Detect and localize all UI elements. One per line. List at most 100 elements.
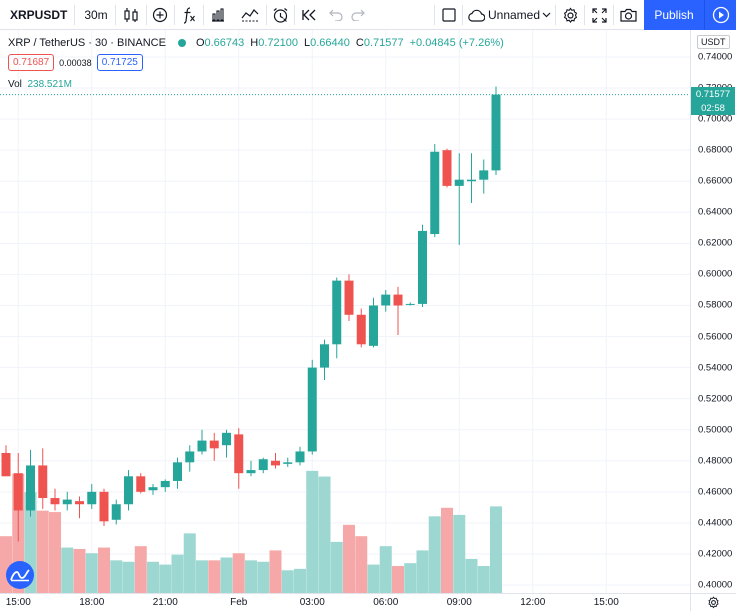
publish-button[interactable]: Publish (644, 0, 704, 30)
volume-legend: Vol 238.521M (8, 79, 72, 90)
candlesticks (1, 86, 501, 542)
financials-icon[interactable] (206, 0, 230, 30)
candle (160, 479, 170, 492)
candle-body (344, 280, 354, 315)
candle-body (491, 94, 501, 171)
templates-icon[interactable] (236, 0, 264, 30)
legend-close-label: C (355, 37, 364, 49)
time-tick-label: 06:00 (373, 597, 399, 608)
price-tick-label: 0.68000 (698, 144, 733, 156)
candle (307, 359, 317, 455)
volume-bar (61, 547, 74, 593)
alert-clock-icon[interactable] (268, 0, 292, 30)
volume-bar (269, 550, 282, 593)
candle-body (271, 460, 280, 466)
candle-body (75, 501, 84, 505)
candle (234, 428, 244, 489)
candle-body (442, 150, 452, 186)
legend-title: XRP / TetherUS · 30 · BINANCE (8, 37, 166, 49)
candle (283, 457, 293, 467)
candle-body (430, 151, 440, 235)
candle-body (234, 434, 244, 474)
fullscreen-toggle-icon[interactable] (438, 0, 460, 30)
candle-body (87, 491, 97, 505)
price-chart[interactable] (0, 30, 690, 593)
volume-bar (416, 550, 429, 593)
candle-body (405, 303, 415, 305)
last-price-label: 0.71577 (691, 87, 735, 101)
toolbar-divider (462, 5, 463, 25)
candle (393, 286, 403, 335)
volume-bar (159, 564, 172, 593)
indicators-fx-icon[interactable] (177, 0, 201, 30)
candle (13, 453, 23, 542)
volume-bar (490, 506, 502, 593)
candle-body (369, 305, 378, 346)
candle-body (222, 432, 231, 446)
candle (356, 308, 366, 348)
sell-button[interactable]: 0.71687 (8, 54, 55, 71)
volume-bar (134, 546, 147, 593)
compare-add-icon[interactable] (148, 0, 172, 30)
volume-bar (110, 560, 123, 593)
candle (136, 473, 146, 494)
replay-icon[interactable] (297, 0, 321, 30)
undo-icon[interactable] (326, 0, 346, 30)
candle (430, 143, 440, 238)
candle (271, 453, 280, 469)
camera-icon[interactable] (616, 0, 640, 30)
volume-bar (122, 561, 135, 593)
buy-sell-panel: 0.71687 0.00038 0.71725 (8, 54, 143, 71)
market-status-icon (177, 39, 186, 47)
volume-bar (85, 553, 98, 593)
currency-label[interactable]: USDT (697, 35, 730, 49)
candle-body (467, 179, 476, 182)
tradingview-logo-icon[interactable] (6, 561, 34, 589)
legend-low-value: 0.66440 (310, 37, 350, 49)
chevron-down-icon[interactable] (539, 0, 553, 30)
interval-button[interactable]: 30m (84, 8, 108, 22)
candle (491, 86, 501, 176)
toolbar-divider (115, 5, 116, 25)
candle (111, 499, 121, 525)
settings-gear-icon[interactable] (558, 0, 582, 30)
candle (418, 224, 427, 308)
fullscreen-icon[interactable] (587, 0, 611, 30)
volume-bar (477, 566, 490, 593)
candle (50, 488, 60, 511)
price-tick-label: 0.44000 (698, 517, 733, 529)
axis-settings-icon[interactable] (690, 593, 736, 611)
candle-body (26, 465, 35, 511)
volume-bar (367, 564, 380, 593)
volume-bar (73, 548, 86, 593)
volume-bar (428, 516, 441, 593)
play-icon[interactable] (704, 0, 736, 30)
candle-body (418, 230, 427, 304)
legend-close-value: 0.71577 (363, 37, 404, 49)
candle (454, 153, 464, 245)
buy-button[interactable]: 0.71725 (96, 54, 143, 71)
candle (209, 432, 219, 461)
time-axis[interactable]: 15:00 18:00 21:00 Feb 03:00 06:00 09:00 12:00 15… (0, 593, 690, 611)
price-tick-label: 0.46000 (698, 486, 733, 498)
candle (185, 445, 195, 472)
volume-bar (196, 560, 208, 593)
cloud-icon (466, 0, 486, 30)
price-axis[interactable]: 0.740000.720000.700000.680000.660000.640… (690, 30, 736, 593)
candle (222, 429, 231, 458)
redo-icon[interactable] (348, 0, 368, 30)
layout-name-button[interactable]: Unnamed (487, 8, 541, 22)
candles-icon[interactable] (118, 0, 144, 30)
candle-body (38, 465, 48, 499)
time-tick-label: 09:00 (446, 597, 472, 608)
candle-body (307, 367, 317, 452)
symbol-legend: XRP / TetherUS · 30 · BINANCE O 0.66743 H… (8, 37, 510, 49)
candle-body (393, 294, 403, 306)
candle-body (479, 170, 489, 180)
candle-body (62, 499, 72, 505)
toolbar-divider (584, 5, 585, 25)
symbol-search-button[interactable]: XRPUSDT (10, 8, 68, 22)
legend-low-label: L (303, 37, 311, 49)
candle-body (185, 451, 195, 463)
volume-bar (171, 554, 184, 593)
